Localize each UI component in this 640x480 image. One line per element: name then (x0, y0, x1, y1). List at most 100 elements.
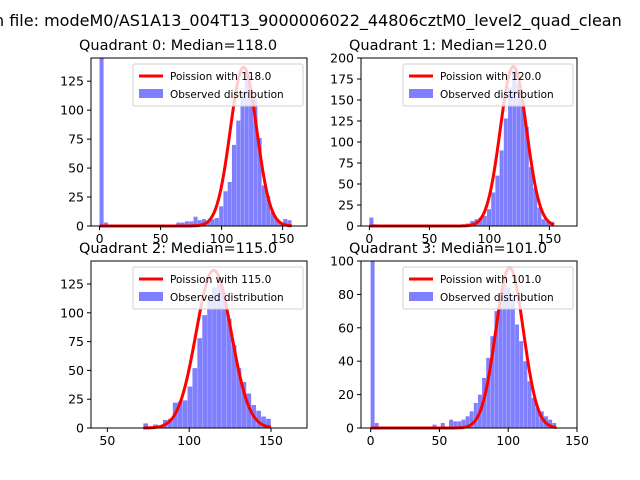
histogram-bar (240, 92, 245, 226)
histogram-bar (177, 401, 183, 428)
histogram-bar (167, 418, 173, 428)
histogram-bar (533, 188, 538, 226)
legend: Poission with 118.0 Observed distribution (132, 63, 304, 107)
x-tick-label: 100 (477, 231, 501, 246)
histogram-bar (180, 222, 185, 226)
y-tick-label: 175 (330, 72, 354, 87)
histogram-bar (527, 381, 532, 428)
histogram-bar (231, 345, 237, 428)
histogram-bar (529, 167, 533, 226)
legend: Poission with 101.0 Observed distribution (402, 266, 574, 310)
histogram-bar (210, 219, 215, 226)
x-tick-label: 100 (177, 433, 201, 448)
histogram-bar (478, 217, 483, 226)
y-tick-label: 40 (338, 354, 354, 369)
y-tick-label: 50 (68, 363, 84, 378)
histogram-bar (440, 422, 445, 428)
y-tick-label: 60 (338, 320, 354, 335)
legend-hist-label: Observed distribution (440, 89, 554, 101)
legend-frame (132, 266, 304, 310)
histogram-bar (374, 422, 379, 428)
legend: Poission with 120.0 Observed distribution (402, 63, 574, 107)
y-tick-label: 125 (330, 114, 354, 129)
histogram-bar (490, 336, 495, 428)
histogram-bar (212, 287, 217, 428)
x-tick-label: 0 (365, 231, 373, 246)
histogram-bar (508, 87, 512, 227)
histogram-bar (541, 219, 546, 226)
y-tick-label: 50 (68, 161, 84, 176)
x-tick-label: 100 (496, 433, 520, 448)
legend-hist-swatch (409, 89, 433, 98)
y-tick-label: 125 (60, 74, 84, 89)
histogram-bar (202, 315, 207, 428)
histogram-bar (221, 292, 227, 428)
histogram-bar (256, 410, 261, 428)
histogram-bar (486, 357, 491, 428)
subplot-title: Quadrant 2: Median=115.0 (79, 241, 277, 257)
y-tick-label: 100 (330, 254, 354, 269)
legend-frame (402, 63, 574, 107)
legend-fit-label: Poission with 120.0 (440, 71, 541, 83)
x-tick-label: 0 (96, 231, 104, 246)
histogram-bar (207, 299, 212, 428)
histogram-bar (449, 419, 453, 428)
legend-hist-swatch (139, 89, 163, 98)
histogram-bars (143, 284, 271, 428)
x-tick-label: 50 (421, 231, 437, 246)
y-tick-label: 80 (338, 287, 354, 302)
axes-frame (90, 260, 308, 429)
y-tick-label: 200 (330, 51, 354, 66)
subplot-title: Quadrant 0: Median=118.0 (79, 38, 277, 54)
histogram-bar (274, 219, 279, 226)
legend-hist-label: Observed distribution (170, 292, 284, 304)
legend-frame (402, 266, 574, 310)
histogram-bar (502, 284, 507, 428)
histogram-bar (524, 126, 529, 226)
histogram-bar (193, 216, 198, 226)
histogram-bar (465, 416, 470, 428)
histogram-bar (176, 222, 181, 226)
histogram-bar (231, 144, 237, 226)
histogram-bar (192, 368, 198, 428)
legend-hist-label: Observed distribution (170, 89, 284, 101)
histogram-bar (519, 341, 524, 428)
histogram-bar (495, 175, 500, 226)
histogram-bar (537, 207, 542, 226)
figure-suptitle: n file: modeM0/AS1A13_004T13_9000006022_… (0, 11, 622, 31)
histogram-bar (261, 185, 266, 226)
histogram-bar (246, 393, 252, 428)
histogram-bar (494, 311, 499, 428)
histogram-bar (531, 397, 536, 428)
subplot-title: Quadrant 1: Median=120.0 (349, 38, 547, 54)
y-tick-label: 0 (76, 219, 84, 234)
subplot-title: Quadrant 3: Median=101.0 (349, 241, 547, 257)
axes-frame (90, 57, 308, 227)
y-tick-label: 100 (60, 305, 84, 320)
histogram-bar (257, 137, 262, 226)
histogram-bar (552, 422, 557, 428)
histogram-bar (520, 95, 525, 226)
histogram-bar (548, 419, 553, 428)
subplot-quadrant-0: Quadrant 0: Median=118.0 0 50 100 150 0 25 50 75… (60, 38, 308, 246)
y-tick-label: 75 (68, 132, 84, 147)
histogram-bar (206, 221, 211, 226)
histogram-bar (369, 217, 374, 226)
histogram-bar (226, 318, 232, 428)
histogram-bar (510, 297, 515, 428)
histogram-bar (236, 120, 241, 226)
histogram-bar (223, 191, 228, 226)
subplot-quadrant-1: Quadrant 1: Median=120.0 0 50 100 150 0 25 50 75… (330, 38, 578, 246)
histogram-bar (197, 220, 202, 226)
histogram-bar (453, 421, 458, 428)
y-tick-label: 100 (330, 135, 354, 150)
y-tick-label: 100 (60, 103, 84, 118)
x-tick-label: 150 (537, 231, 561, 246)
histogram-bars (369, 70, 554, 227)
histogram-bar (491, 192, 496, 226)
histogram-bar (266, 418, 271, 428)
y-tick-label: 50 (338, 177, 354, 192)
histogram-bar (241, 381, 247, 428)
histogram-bar (469, 411, 474, 428)
histogram-bar (103, 222, 108, 226)
